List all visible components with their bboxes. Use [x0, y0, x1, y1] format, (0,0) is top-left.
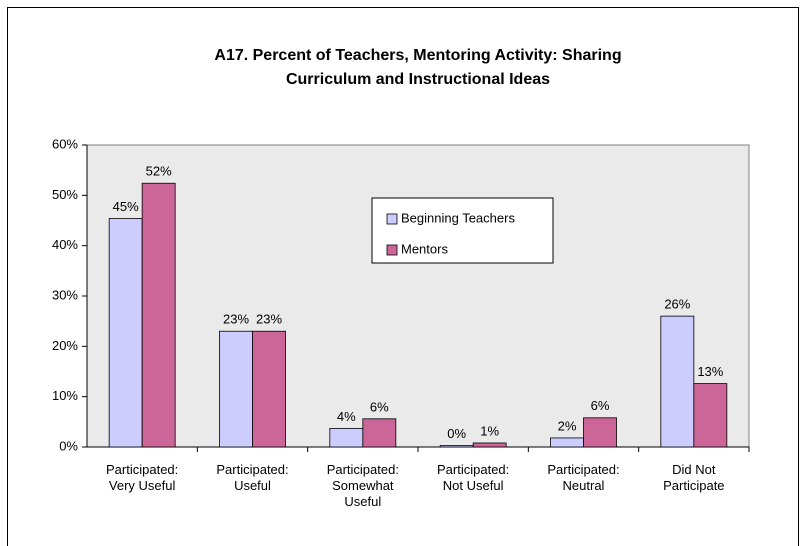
- bar: [219, 330, 253, 448]
- x-tick-label: Did Not Participate: [663, 462, 725, 493]
- y-tick-label: 50%: [52, 187, 78, 202]
- y-tick-label: 20%: [52, 338, 78, 353]
- bar: [439, 445, 474, 448]
- bar: [362, 418, 397, 448]
- data-label: 45%: [113, 199, 139, 214]
- data-label: 26%: [664, 297, 690, 312]
- data-label: 4%: [337, 409, 356, 424]
- legend-label: Beginning Teachers: [401, 210, 515, 225]
- y-tick-label: 60%: [52, 136, 78, 151]
- bar: [472, 442, 507, 448]
- x-tick-label: Participated: Not Useful: [437, 462, 510, 493]
- data-label: 23%: [256, 312, 282, 327]
- data-label: 23%: [223, 312, 249, 327]
- plot-area: [86, 144, 750, 448]
- y-tick-label: 0%: [59, 438, 78, 453]
- data-label: 2%: [558, 418, 577, 433]
- bar: [583, 417, 617, 448]
- legend: Beginning Teachers Mentors: [371, 197, 554, 264]
- bar: [329, 427, 364, 448]
- data-label: 0%: [447, 426, 466, 441]
- x-tick-label: Participated: Very Useful: [106, 462, 179, 493]
- bar: [660, 315, 695, 448]
- bar: [108, 218, 143, 448]
- bar: [252, 330, 286, 448]
- x-tick-label: Participated: Useful: [216, 462, 289, 493]
- legend-swatch: [386, 213, 398, 225]
- bar: [693, 383, 728, 448]
- bar: [550, 437, 584, 448]
- data-label: 1%: [480, 423, 499, 438]
- x-tick-label: Participated: Somewhat Useful: [326, 462, 399, 509]
- chart-title: A17. Percent of Teachers, Mentoring Acti…: [214, 47, 622, 88]
- legend-label: Mentors: [401, 241, 448, 256]
- y-tick-label: 10%: [52, 388, 78, 403]
- data-label: 6%: [370, 399, 389, 414]
- data-label: 13%: [697, 364, 723, 379]
- data-label: 6%: [591, 398, 610, 413]
- y-tick-label: 40%: [52, 237, 78, 252]
- y-tick-label: 30%: [52, 287, 78, 302]
- data-label: 52%: [146, 164, 172, 179]
- bar: [141, 182, 176, 448]
- chart-frame: [7, 7, 799, 546]
- legend-box: [371, 197, 554, 264]
- x-tick-label: Participated: Neutral: [547, 462, 620, 493]
- legend-swatch: [386, 244, 398, 256]
